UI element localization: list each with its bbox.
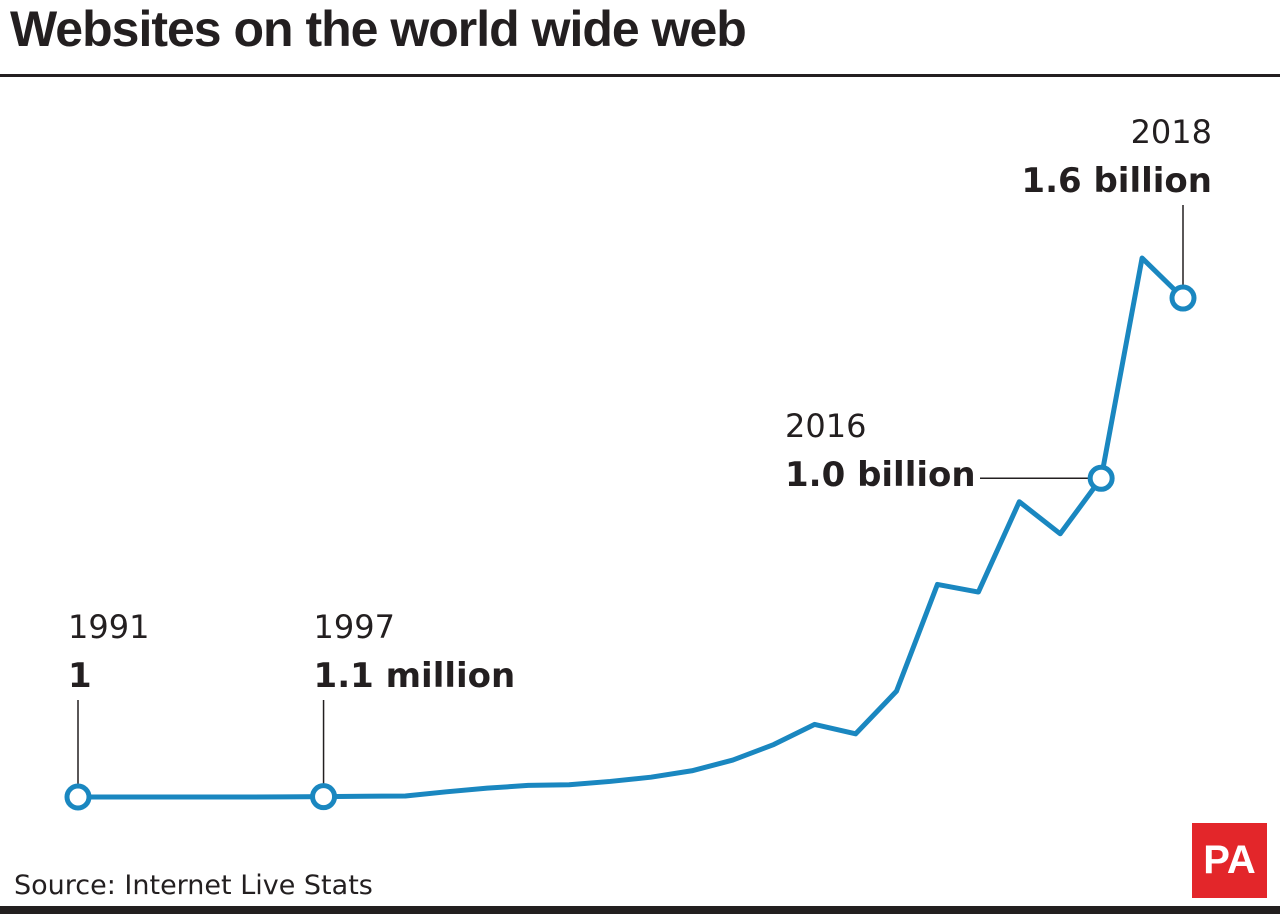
annotation-year-1997: 1997	[314, 608, 395, 646]
bottom-divider	[0, 906, 1280, 914]
annotation-year-2018: 2018	[1131, 113, 1212, 151]
chart-title: Websites on the world wide web	[10, 1, 747, 57]
series-line	[78, 255, 1185, 800]
annotation-year-2016: 2016	[785, 407, 866, 445]
annotation-marker-2018	[1169, 284, 1197, 312]
annotation-value-1991: 1	[68, 656, 92, 696]
annotation-year-1991: 1991	[68, 608, 149, 646]
source-note: Source: Internet Live Stats	[14, 870, 373, 901]
annotation-marker-2016	[1087, 464, 1115, 492]
annotation-marker-1991	[64, 783, 92, 811]
annotation-value-2018: 1.6 billion	[1021, 161, 1212, 201]
annotation-value-2016: 1.0 billion	[785, 455, 976, 495]
pa-logo-text: PA	[1203, 838, 1256, 882]
pa-logo: PA	[1192, 823, 1267, 898]
title-divider	[0, 74, 1280, 77]
annotation-marker-1997	[310, 783, 338, 811]
annotation-value-1997: 1.1 million	[314, 656, 516, 696]
